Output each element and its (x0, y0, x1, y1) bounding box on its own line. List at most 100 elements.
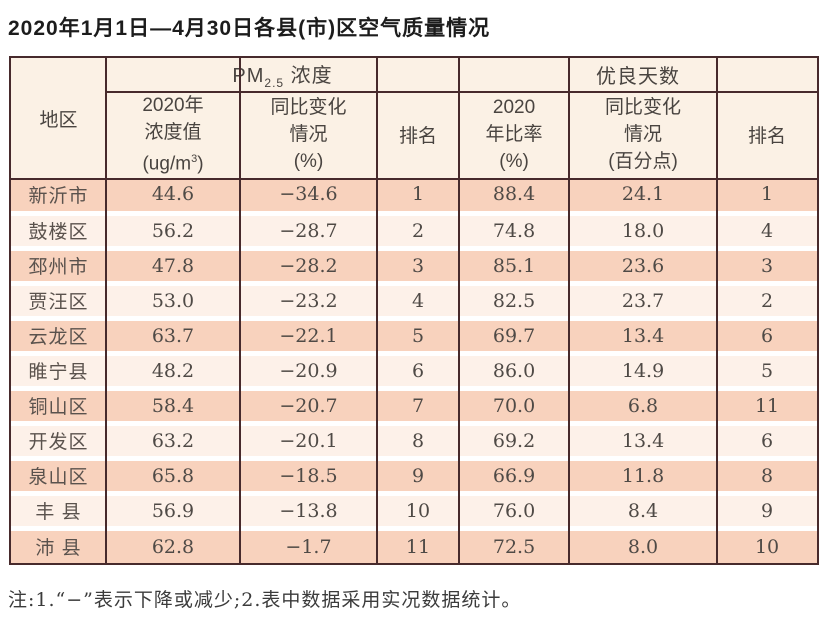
pm-label-subscript: 2.5 (264, 76, 285, 90)
pm-label-suffix: 浓度 (284, 65, 333, 87)
pm-rank-cell: 2 (377, 210, 460, 248)
pm-label-prefix: PM (232, 65, 265, 87)
pm-value-cell: 62.8 (106, 525, 240, 563)
header-group-good-days: 优良天数 (459, 58, 818, 91)
table-row: 沛 县 62.8 −1.7 11 72.5 8.0 10 (11, 525, 818, 563)
pm-rank-cell: 4 (377, 280, 460, 318)
region-cell: 云龙区 (11, 315, 106, 353)
table-row: 邳州市 47.8 −28.2 3 85.1 23.6 3 (11, 245, 818, 283)
pm-change-cell: −23.2 (240, 280, 377, 318)
region-cell: 泉山区 (11, 455, 106, 493)
pm-change-cell: −20.9 (240, 350, 377, 388)
header-good-rate: 2020 年比率 (%) (459, 91, 570, 178)
good-rate-cell: 76.0 (459, 490, 570, 528)
pm-value-cell: 56.9 (106, 490, 240, 528)
region-cell: 沛 县 (11, 525, 106, 563)
good-rate-cell: 85.1 (459, 245, 570, 283)
good-rate-cell: 66.9 (459, 455, 570, 493)
pm-value-cell: 56.2 (106, 210, 240, 248)
pm-change-cell: −1.7 (240, 525, 377, 563)
pm-rank-cell: 6 (377, 350, 460, 388)
pm-value-cell: 63.7 (106, 315, 240, 353)
table-row: 鼓楼区 56.2 −28.7 2 74.8 18.0 4 (11, 210, 818, 248)
region-cell: 邳州市 (11, 245, 106, 283)
good-rate-cell: 82.5 (459, 280, 570, 318)
good-change-cell: 24.1 (569, 178, 718, 213)
table-row: 丰 县 56.9 −13.8 10 76.0 8.4 9 (11, 490, 818, 528)
pm-rank-cell: 5 (377, 315, 460, 353)
table-row: 云龙区 63.7 −22.1 5 69.7 13.4 6 (11, 315, 818, 353)
good-rank-cell: 11 (717, 385, 818, 423)
good-rate-cell: 69.7 (459, 315, 570, 353)
good-rank-cell: 1 (717, 178, 818, 213)
good-rank-cell: 6 (717, 315, 818, 353)
good-rate-cell: 72.5 (459, 525, 570, 563)
air-quality-table: 地区 PM2.5 浓度 优良天数 2020年 浓度值 (ug/m3) 同比变化 … (11, 58, 818, 563)
pm-change-cell: −18.5 (240, 455, 377, 493)
good-rank-cell: 2 (717, 280, 818, 318)
pm-change-cell: −20.7 (240, 385, 377, 423)
pm-rank-cell: 11 (377, 525, 460, 563)
good-rate-cell: 74.8 (459, 210, 570, 248)
pm-change-cell: −13.8 (240, 490, 377, 528)
pm-rank-cell: 3 (377, 245, 460, 283)
pm-change-cell: −22.1 (240, 315, 377, 353)
region-cell: 新沂市 (11, 178, 106, 213)
good-rank-cell: 5 (717, 350, 818, 388)
region-cell: 铜山区 (11, 385, 106, 423)
good-change-cell: 13.4 (569, 315, 718, 353)
good-change-cell: 11.8 (569, 455, 718, 493)
good-rate-cell: 86.0 (459, 350, 570, 388)
table-row: 开发区 63.2 −20.1 8 69.2 13.4 6 (11, 420, 818, 458)
header-group-pm25: PM2.5 浓度 (106, 58, 460, 91)
pm-value-cell: 63.2 (106, 420, 240, 458)
table-row: 泉山区 65.8 −18.5 9 66.9 11.8 8 (11, 455, 818, 493)
good-rank-cell: 6 (717, 420, 818, 458)
region-cell: 丰 县 (11, 490, 106, 528)
good-change-cell: 8.4 (569, 490, 718, 528)
pm-value-cell: 47.8 (106, 245, 240, 283)
pm-rank-cell: 10 (377, 490, 460, 528)
good-change-cell: 23.6 (569, 245, 718, 283)
header-pm-unit: (ug/m3) (142, 152, 204, 175)
pm-change-cell: −28.7 (240, 210, 377, 248)
good-change-cell: 18.0 (569, 210, 718, 248)
region-cell: 贾汪区 (11, 280, 106, 318)
good-change-cell: 14.9 (569, 350, 718, 388)
good-rate-cell: 88.4 (459, 178, 570, 213)
table-header: 地区 PM2.5 浓度 优良天数 2020年 浓度值 (ug/m3) 同比变化 … (11, 58, 818, 178)
header-pm-rank: 排名 (377, 91, 460, 178)
good-rank-cell: 8 (717, 455, 818, 493)
table-row: 睢宁县 48.2 −20.9 6 86.0 14.9 5 (11, 350, 818, 388)
pm-change-cell: −34.6 (240, 178, 377, 213)
pm-value-cell: 48.2 (106, 350, 240, 388)
pm-rank-cell: 8 (377, 420, 460, 458)
region-cell: 睢宁县 (11, 350, 106, 388)
good-change-cell: 6.8 (569, 385, 718, 423)
header-pm-value: 2020年 浓度值 (ug/m3) (106, 91, 240, 178)
pm-rank-cell: 7 (377, 385, 460, 423)
good-rank-cell: 9 (717, 490, 818, 528)
good-change-cell: 13.4 (569, 420, 718, 458)
table-row: 贾汪区 53.0 −23.2 4 82.5 23.7 2 (11, 280, 818, 318)
pm-value-cell: 53.0 (106, 280, 240, 318)
footnote: 注:1.“−”表示下降或减少;2.表中数据采用实况数据统计。 (8, 589, 522, 611)
header-pm-change: 同比变化 情况 (%) (240, 91, 377, 178)
header-region: 地区 (11, 58, 106, 178)
pm-rank-cell: 1 (377, 178, 460, 213)
good-rank-cell: 4 (717, 210, 818, 248)
good-rank-cell: 3 (717, 245, 818, 283)
good-rate-cell: 70.0 (459, 385, 570, 423)
region-cell: 开发区 (11, 420, 106, 458)
good-change-cell: 8.0 (569, 525, 718, 563)
pm-value-cell: 58.4 (106, 385, 240, 423)
header-good-change: 同比变化 情况 (百分点) (569, 91, 718, 178)
table-row: 新沂市 44.6 −34.6 1 88.4 24.1 1 (11, 178, 818, 213)
region-cell: 鼓楼区 (11, 210, 106, 248)
table-body: 新沂市 44.6 −34.6 1 88.4 24.1 1 鼓楼区 56.2 −2… (11, 178, 818, 563)
pm-value-cell: 65.8 (106, 455, 240, 493)
good-rate-cell: 69.2 (459, 420, 570, 458)
header-good-rank: 排名 (717, 91, 818, 178)
pm-value-cell: 44.6 (106, 178, 240, 213)
